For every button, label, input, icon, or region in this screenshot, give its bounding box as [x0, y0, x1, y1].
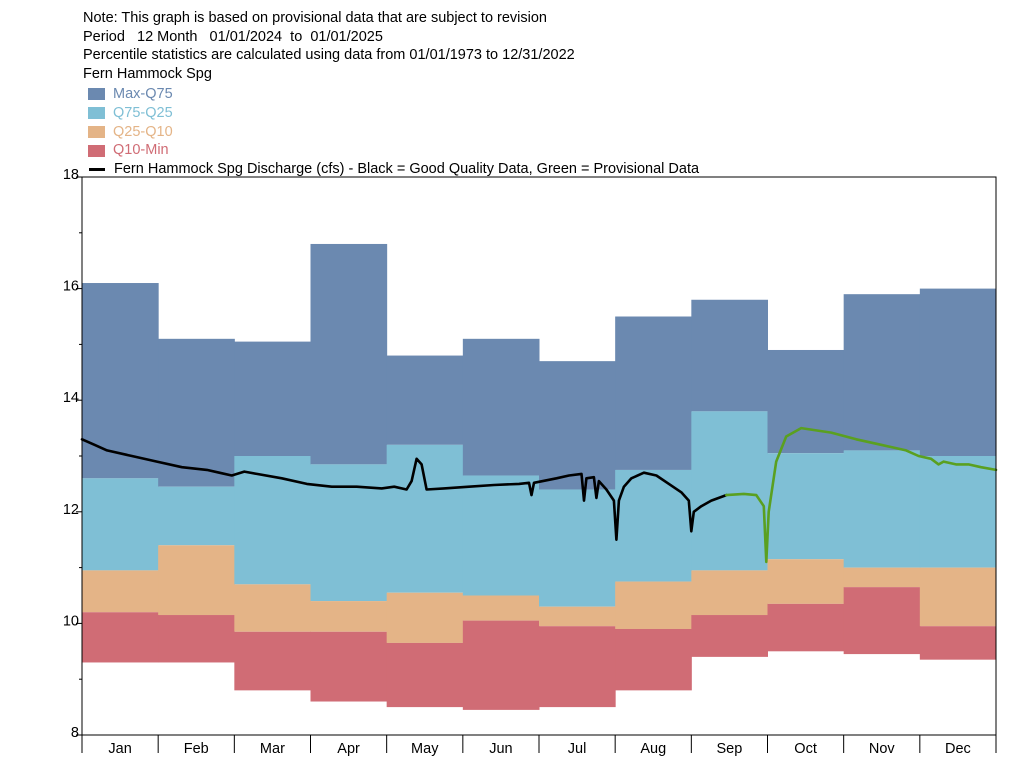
legend: Max-Q75 Q75-Q25 Q25-Q10 Q10-Min Fern Ham… — [88, 85, 699, 179]
band-q10-min-sep — [691, 615, 768, 657]
legend-item-q10-min: Q10-Min — [88, 141, 699, 160]
y-tick-label: 14 — [63, 390, 79, 406]
chart-axes: 8 10 12 14 16 18 Jan Feb Mar Apr May Jun Jul Aug Sep Oc… — [63, 167, 997, 757]
x-tick-label-sep: Sep — [717, 741, 743, 757]
site-name: Fern Hammock Spg — [83, 65, 212, 82]
band-q25-q10-jul — [539, 606, 616, 627]
band-q75-q25-nov — [843, 450, 921, 568]
band-q10-min-mar — [234, 631, 311, 691]
y-tick-label: 16 — [63, 279, 79, 295]
band-max-q75-jul — [539, 361, 616, 490]
band-q75-q25-oct — [767, 453, 845, 560]
legend-label-q10-min: Q10-Min — [113, 142, 169, 159]
band-q75-q25-feb — [158, 486, 235, 546]
band-q10-min-may — [386, 642, 464, 708]
band-max-q75-nov — [843, 294, 921, 451]
discharge-line-good — [80, 437, 728, 542]
band-q25-q10-jan — [82, 570, 159, 613]
band-q25-q10-feb — [158, 545, 235, 616]
x-tick-label-jun: Jun — [489, 741, 512, 757]
band-max-q75-jun — [462, 338, 540, 476]
band-q10-min-nov — [843, 587, 921, 655]
band-q75-q25-aug — [615, 469, 692, 582]
legend-swatch-q10-min — [88, 144, 105, 157]
y-tick-label: 10 — [63, 613, 79, 629]
band-q10-min-jun — [462, 620, 540, 710]
legend-line-discharge — [89, 168, 105, 172]
legend-label-max-q75: Max-Q75 — [113, 86, 173, 102]
x-tick-label-jul: Jul — [568, 741, 587, 757]
x-tick-label-dec: Dec — [945, 741, 971, 757]
band-max-q75-may — [386, 355, 464, 445]
band-q25-q10-dec — [919, 567, 997, 627]
band-q10-min-feb — [158, 615, 235, 663]
chart-header: Note: This graph is based on provisional… — [83, 9, 575, 83]
legend-label-q75-q25: Q75-Q25 — [113, 104, 173, 121]
discharge-line-provisional — [724, 426, 998, 564]
band-max-q75-sep — [691, 299, 768, 412]
band-max-q75-aug — [615, 316, 692, 470]
provisional-note: Note: This graph is based on provisional… — [83, 10, 547, 26]
band-q25-q10-jun — [462, 595, 540, 621]
band-q75-q25-jan — [82, 478, 159, 571]
x-tick-label-nov: Nov — [869, 741, 896, 757]
x-tick-label-may: May — [411, 741, 439, 757]
legend-swatch-max-q75 — [88, 88, 105, 101]
band-max-q75-feb — [158, 338, 235, 487]
band-q75-q25-jul — [539, 489, 616, 607]
legend-swatch-q25-q10 — [88, 125, 105, 138]
percentile-text: Percentile statistics are calculated usi… — [83, 47, 575, 64]
y-tick-label: 8 — [71, 725, 79, 741]
band-q25-q10-oct — [767, 559, 845, 604]
discharge-series — [80, 426, 998, 564]
x-tick-label-feb: Feb — [184, 741, 209, 757]
band-max-q75-dec — [919, 288, 997, 456]
legend-item-q75-q25: Q75-Q25 — [88, 104, 699, 123]
band-q25-q10-nov — [843, 567, 921, 588]
band-q10-min-apr — [310, 631, 388, 702]
band-q10-min-aug — [615, 628, 692, 691]
period-text: Period 12 Month 01/01/2024 to 01/01/2025 — [83, 28, 383, 45]
band-q75-q25-mar — [234, 456, 311, 585]
legend-item-max-q75: Max-Q75 — [88, 85, 699, 104]
band-q10-min-jul — [539, 626, 616, 708]
band-q10-min-jan — [82, 612, 159, 663]
x-tick-label-mar: Mar — [260, 741, 285, 757]
y-tick-label: 12 — [63, 502, 79, 518]
legend-item-discharge: Fern Hammock Spg Discharge (cfs) - Black… — [88, 160, 699, 179]
band-q25-q10-apr — [310, 601, 388, 632]
legend-label-q25-q10: Q25-Q10 — [113, 123, 173, 140]
x-tick-label-oct: Oct — [794, 741, 817, 757]
band-max-q75-mar — [234, 341, 311, 456]
legend-label-discharge: Fern Hammock Spg Discharge (cfs) - Black… — [114, 161, 700, 178]
band-max-q75-jan — [82, 283, 159, 479]
band-q75-q25-sep — [691, 411, 768, 571]
band-q10-min-dec — [919, 626, 997, 660]
percentile-bands — [82, 243, 997, 710]
band-q25-q10-may — [386, 592, 464, 643]
legend-swatch-q75-q25 — [88, 107, 105, 120]
y-tick-label: 18 — [63, 167, 79, 183]
x-tick-label-apr: Apr — [337, 741, 360, 757]
band-q75-q25-dec — [919, 456, 997, 568]
band-q25-q10-aug — [615, 581, 692, 629]
x-tick-label-aug: Aug — [640, 741, 666, 757]
legend-item-q25-q10: Q25-Q10 — [88, 123, 699, 142]
x-tick-label-jan: Jan — [108, 741, 131, 757]
band-q25-q10-sep — [691, 570, 768, 616]
band-q10-min-oct — [767, 603, 845, 652]
band-max-q75-oct — [767, 349, 845, 454]
band-q25-q10-mar — [234, 584, 311, 632]
band-q75-q25-may — [386, 444, 464, 593]
band-max-q75-apr — [310, 243, 388, 465]
band-q75-q25-jun — [462, 475, 540, 596]
